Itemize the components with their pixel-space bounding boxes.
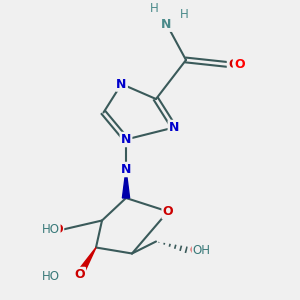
Text: HO: HO: [42, 223, 60, 236]
Text: H: H: [180, 8, 189, 22]
Polygon shape: [76, 248, 96, 276]
Text: O: O: [228, 58, 238, 71]
Text: O: O: [74, 268, 85, 281]
Text: N: N: [121, 133, 131, 146]
Polygon shape: [122, 169, 130, 198]
Text: N: N: [161, 17, 172, 31]
Text: O: O: [189, 244, 200, 257]
Text: N: N: [116, 77, 127, 91]
Text: N: N: [121, 163, 131, 176]
Text: O: O: [52, 223, 63, 236]
Text: O: O: [163, 205, 173, 218]
Text: N: N: [161, 17, 172, 31]
Text: HO: HO: [42, 269, 60, 283]
Text: N: N: [169, 121, 179, 134]
Text: H: H: [150, 2, 159, 16]
Text: O: O: [234, 58, 244, 71]
Text: OH: OH: [192, 244, 210, 257]
